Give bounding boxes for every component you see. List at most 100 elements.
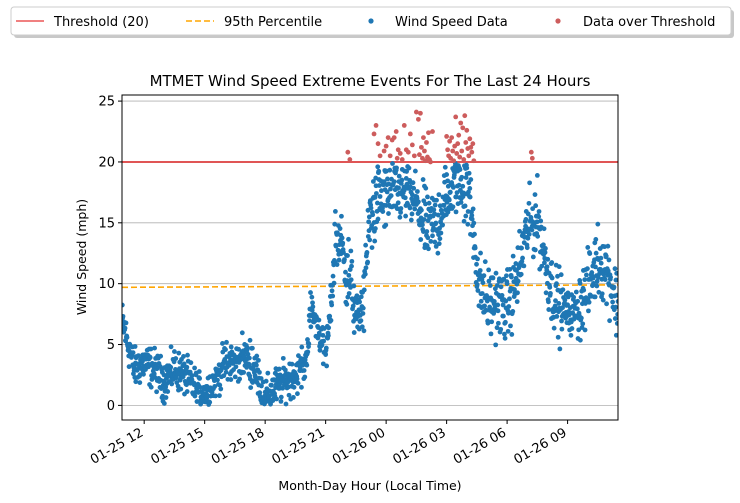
- wind-data-point: [246, 355, 252, 361]
- wind-data-point: [372, 194, 378, 200]
- wind-data-point: [526, 231, 532, 237]
- wind-data-point: [491, 311, 497, 316]
- x-tick-label: 01-25 12: [88, 425, 146, 467]
- wind-data-point: [493, 270, 499, 276]
- wind-data-point: [291, 384, 297, 390]
- wind-data-point: [228, 377, 234, 382]
- wind-data-point: [530, 206, 536, 212]
- wind-data-point: [562, 297, 568, 303]
- wind-data-point: [290, 395, 296, 400]
- wind-data-point: [464, 165, 470, 171]
- wind-data-point: [357, 299, 362, 305]
- wind-data-point: [532, 247, 538, 253]
- wind-data-point: [354, 293, 360, 299]
- wind-data-point: [168, 344, 174, 350]
- wind-data-point: [269, 382, 274, 388]
- wind-data-point: [215, 377, 220, 383]
- wind-data-point: [595, 221, 601, 227]
- wind-data-point: [607, 318, 612, 324]
- wind-data-point: [525, 235, 531, 241]
- wind-data-point: [581, 287, 587, 293]
- wind-data-point: [375, 216, 381, 222]
- wind-data-point: [212, 383, 218, 389]
- wind-data-point: [519, 245, 524, 251]
- wind-data-point: [590, 275, 596, 281]
- wind-data-point: [613, 277, 618, 283]
- wind-data-point: [554, 314, 560, 319]
- wind-data-point: [122, 313, 126, 319]
- wind-data-point: [560, 287, 566, 293]
- wind-data-point: [310, 304, 316, 310]
- wind-data-point: [601, 271, 606, 277]
- wind-data-point: [436, 192, 442, 198]
- wind-data-point: [465, 221, 471, 227]
- over-threshold-point: [428, 159, 433, 165]
- wind-data-point: [456, 182, 462, 188]
- wind-data-point: [346, 236, 351, 242]
- wind-data-point: [334, 262, 340, 267]
- wind-data-point: [491, 299, 497, 304]
- wind-data-point: [380, 209, 386, 214]
- wind-data-point: [534, 172, 540, 178]
- wind-data-point: [593, 237, 599, 242]
- over-threshold-point: [455, 141, 461, 147]
- wind-data-point: [598, 255, 604, 261]
- over-threshold-point: [422, 148, 427, 154]
- wind-data-point: [599, 291, 605, 297]
- wind-data-point: [278, 398, 284, 404]
- over-threshold-point: [454, 151, 460, 156]
- wind-data-point: [410, 180, 416, 186]
- wind-data-point: [391, 179, 397, 185]
- wind-data-point: [323, 352, 329, 357]
- wind-data-point: [151, 371, 157, 377]
- wind-data-point: [592, 294, 598, 300]
- wind-data-point: [504, 281, 510, 287]
- wind-data-point: [435, 250, 441, 256]
- over-threshold-point: [449, 135, 455, 141]
- wind-data-point: [158, 386, 164, 391]
- over-threshold-point: [405, 149, 411, 155]
- wind-data-point: [326, 325, 332, 331]
- wind-data-point: [602, 277, 608, 283]
- wind-data-point: [412, 206, 418, 212]
- wind-data-point: [137, 380, 143, 386]
- wind-data-point: [494, 325, 500, 331]
- wind-data-point: [362, 271, 368, 277]
- wind-data-point: [258, 376, 264, 381]
- wind-data-point: [571, 294, 577, 300]
- wind-data-point: [426, 246, 431, 252]
- wind-data-point: [217, 393, 222, 399]
- wind-data-point: [388, 186, 393, 192]
- wind-data-point: [432, 211, 437, 217]
- wind-data-point: [468, 177, 474, 182]
- wind-data-point: [505, 328, 511, 334]
- wind-data-point: [458, 200, 464, 205]
- wind-data-point: [568, 332, 574, 338]
- wind-data-point: [420, 222, 425, 228]
- wind-data-point: [495, 320, 501, 326]
- wind-data-point: [305, 349, 311, 355]
- wind-data-point: [510, 308, 516, 314]
- wind-data-point: [358, 294, 364, 300]
- wind-data-point: [605, 268, 611, 274]
- wind-data-point: [493, 342, 499, 348]
- wind-data-point: [236, 346, 242, 352]
- wind-data-point: [217, 382, 223, 388]
- wind-data-point: [192, 365, 197, 371]
- wind-data-point: [379, 188, 384, 194]
- wind-data-point: [294, 376, 300, 382]
- wind-data-point: [397, 214, 403, 220]
- x-tick-label: 01-25 15: [149, 425, 207, 467]
- wind-data-point: [518, 271, 524, 277]
- wind-data-point: [374, 200, 380, 206]
- wind-data-point: [466, 170, 472, 176]
- x-tick-label: 01-25 18: [209, 425, 267, 467]
- wind-data-point: [585, 245, 591, 250]
- wind-data-point: [437, 236, 443, 242]
- over-threshold-point: [462, 113, 468, 119]
- wind-data-point: [598, 260, 604, 266]
- wind-data-point: [595, 274, 601, 280]
- x-tick-label: 01-26 09: [511, 425, 569, 467]
- wind-data-point: [181, 361, 187, 367]
- wind-data-point: [361, 287, 367, 293]
